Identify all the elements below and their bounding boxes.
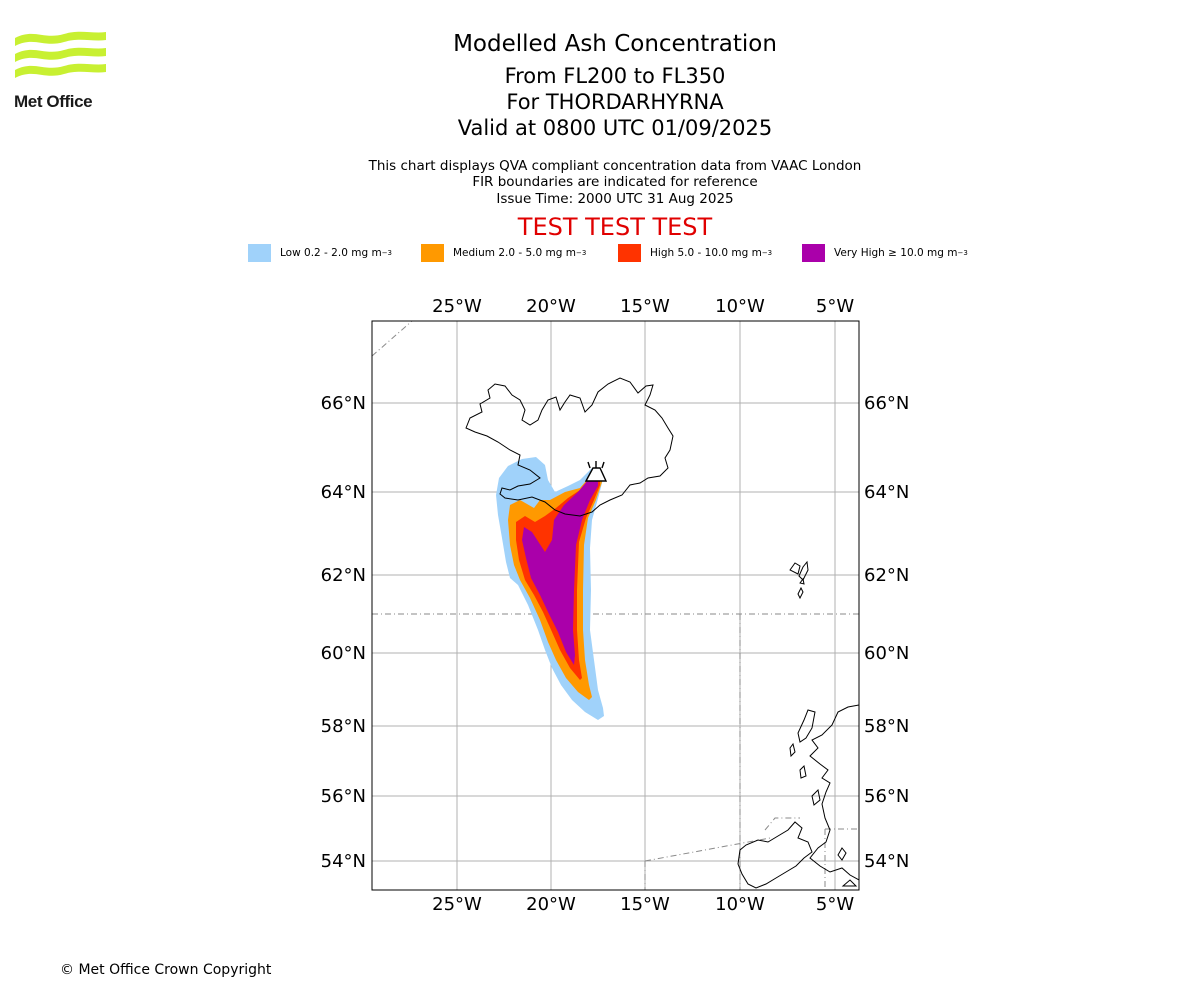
ireland-coastline (737, 821, 813, 889)
faroe-islands (789, 560, 809, 600)
lon-label: 20°W (526, 894, 576, 915)
scotland-coastline (809, 704, 859, 881)
legend-unit-exponent: −3 (575, 249, 587, 257)
lat-labels-left: 66°N 64°N 62°N 60°N 58°N 56°N 54°N (321, 393, 366, 872)
lon-label: 10°W (715, 296, 765, 317)
lat-label: 56°N (864, 786, 909, 807)
met-office-logo (14, 30, 108, 112)
lat-label: 64°N (864, 482, 909, 503)
legend-swatch (248, 244, 271, 262)
description-line-2: FIR boundaries are indicated for referen… (472, 174, 758, 190)
lon-label: 10°W (715, 894, 765, 915)
lat-label: 58°N (321, 716, 366, 737)
legend-item-very-high: Very High ≥ 10.0 mg m −3 (802, 244, 968, 262)
lon-label: 15°W (620, 296, 670, 317)
graticule (372, 321, 859, 890)
legend-item-medium: Medium 2.0 - 5.0 mg m −3 (421, 244, 586, 262)
lon-label: 15°W (620, 894, 670, 915)
hebrides (797, 709, 816, 743)
lat-label: 62°N (864, 565, 909, 586)
lon-label: 5°W (816, 894, 854, 915)
legend-unit-exponent: −3 (381, 249, 393, 257)
test-banner: TEST TEST TEST (517, 213, 713, 241)
chart-title: Modelled Ash Concentration (453, 31, 777, 57)
lon-label: 25°W (432, 894, 482, 915)
lat-label: 66°N (864, 393, 909, 414)
lat-label: 58°N (864, 716, 909, 737)
legend-label: Medium 2.0 - 5.0 mg m (453, 247, 576, 259)
legend-swatch (618, 244, 641, 262)
legend: Low 0.2 - 2.0 mg m −3 Medium 2.0 - 5.0 mg… (0, 244, 1200, 264)
iceland-coastline (465, 377, 674, 517)
lon-label: 25°W (432, 296, 482, 317)
ash-plume (496, 457, 604, 720)
valid-time: Valid at 0800 UTC 01/09/2025 (457, 116, 773, 140)
legend-label: Low 0.2 - 2.0 mg m (280, 247, 382, 259)
legend-unit-exponent: −3 (957, 249, 968, 257)
coastlines (465, 377, 859, 889)
met-office-waves-icon (15, 31, 106, 78)
legend-item-low: Low 0.2 - 2.0 mg m −3 (248, 244, 392, 262)
fir-boundaries (372, 321, 859, 890)
legend-label: Very High ≥ 10.0 mg m (834, 247, 958, 259)
lon-labels-bottom: 25°W 20°W 15°W 10°W 5°W (432, 894, 854, 915)
map-frame (371, 320, 860, 891)
issue-time: Issue Time: 2000 UTC 31 Aug 2025 (496, 191, 734, 207)
legend-label: High 5.0 - 10.0 mg m (650, 247, 762, 259)
logo-wordmark: Met Office (14, 92, 93, 111)
copyright-notice: © Met Office Crown Copyright (60, 962, 272, 978)
lon-label: 5°W (816, 296, 854, 317)
legend-swatch (802, 244, 825, 262)
lat-label: 60°N (321, 643, 366, 664)
lat-label: 60°N (864, 643, 909, 664)
flight-level-range: From FL200 to FL350 (504, 64, 726, 88)
volcano-icon (584, 461, 608, 482)
ash-very-high-region (522, 476, 598, 665)
lat-label: 64°N (321, 482, 366, 503)
volcano-name: For THORDARHYRNA (506, 90, 724, 114)
lon-labels-top: 25°W 20°W 15°W 10°W 5°W (432, 296, 854, 317)
lat-label: 54°N (864, 851, 909, 872)
lat-labels-right: 66°N 64°N 62°N 60°N 58°N 56°N 54°N (864, 393, 909, 872)
lat-label: 66°N (321, 393, 366, 414)
legend-item-high: High 5.0 - 10.0 mg m −3 (618, 244, 772, 262)
lat-label: 56°N (321, 786, 366, 807)
description-line-1: This chart displays QVA compliant concen… (368, 158, 862, 174)
lat-label: 54°N (321, 851, 366, 872)
lat-label: 62°N (321, 565, 366, 586)
legend-unit-exponent: −3 (761, 249, 773, 257)
lon-label: 20°W (526, 296, 576, 317)
legend-swatch (421, 244, 444, 262)
